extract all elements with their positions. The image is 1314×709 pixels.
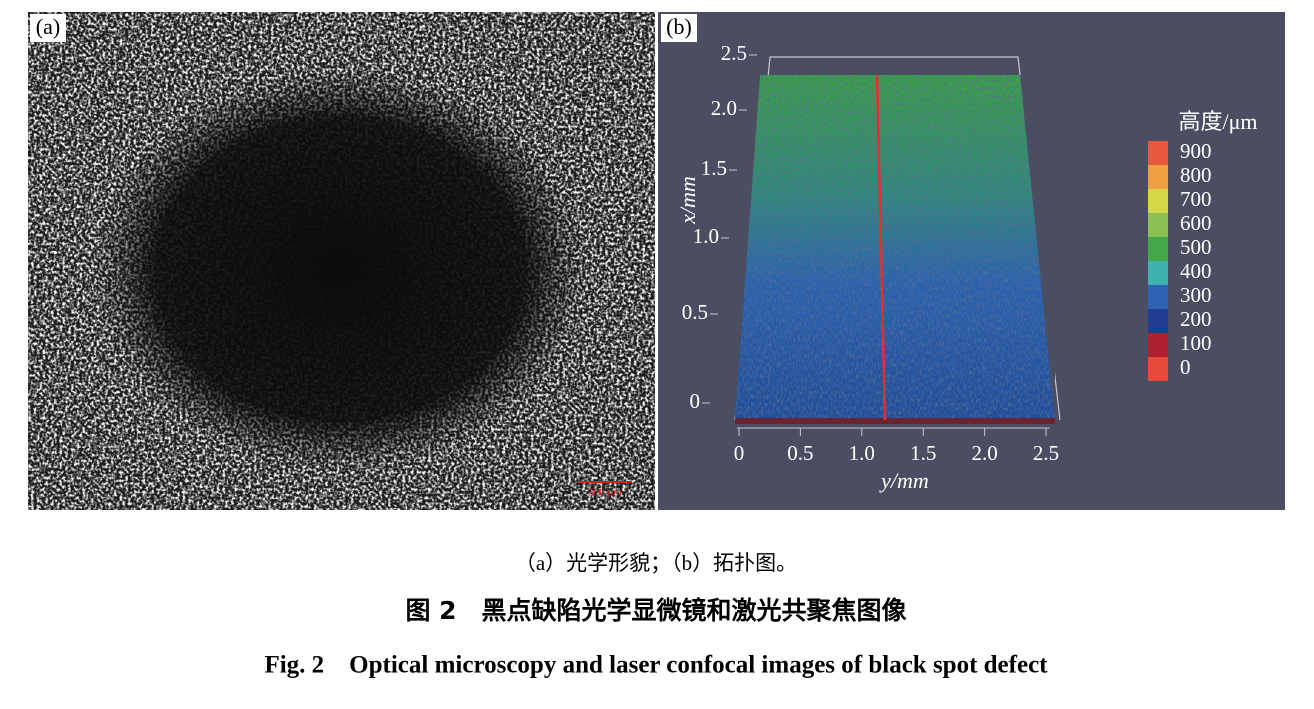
legend-swatch bbox=[1148, 189, 1168, 213]
legend-swatch bbox=[1148, 141, 1168, 165]
vertical-tick-label: 0 bbox=[690, 389, 701, 413]
horizontal-tick-label: 2.5 bbox=[1033, 441, 1059, 465]
legend-label: 900 bbox=[1180, 139, 1212, 163]
legend-swatch bbox=[1148, 165, 1168, 189]
label-box bbox=[30, 14, 66, 42]
legend-swatch bbox=[1148, 261, 1168, 285]
horizontal-tick-label: 0.5 bbox=[787, 441, 813, 465]
legend-label: 300 bbox=[1180, 283, 1212, 307]
surface-base bbox=[735, 418, 1055, 424]
label-box bbox=[661, 14, 697, 42]
legend-swatch bbox=[1148, 213, 1168, 237]
panel-label: (a) bbox=[36, 14, 60, 39]
vertical-tick-label: 2.5 bbox=[721, 41, 747, 65]
legend-label: 0 bbox=[1180, 355, 1191, 379]
legend-title: 高度/μm bbox=[1178, 109, 1257, 134]
legend-label: 400 bbox=[1180, 259, 1212, 283]
black-spot bbox=[95, 70, 585, 470]
legend-label: 700 bbox=[1180, 187, 1212, 211]
surface-texture bbox=[735, 75, 1055, 420]
profile-line bbox=[875, 74, 887, 421]
vertical-tick-label: 1.0 bbox=[693, 224, 719, 248]
vertical-tick-label: 0.5 bbox=[682, 300, 708, 324]
vertical-tick-label: 1.5 bbox=[701, 156, 727, 180]
horizontal-tick-label: 1.0 bbox=[849, 441, 875, 465]
sub-caption: （a）光学形貌；（b）拓扑图。 bbox=[515, 551, 797, 575]
legend-label: 200 bbox=[1180, 307, 1212, 331]
legend-swatch bbox=[1148, 357, 1168, 381]
scale-bar-label: 200 μm bbox=[588, 487, 622, 499]
legend-label: 100 bbox=[1180, 331, 1212, 355]
legend-swatch bbox=[1148, 285, 1168, 309]
horizontal-tick-label: 2.0 bbox=[971, 441, 997, 465]
legend-label: 800 bbox=[1180, 163, 1212, 187]
legend-swatch bbox=[1148, 237, 1168, 261]
horizontal-axis-label: y/mm bbox=[879, 468, 929, 493]
clip-right bbox=[1020, 75, 1055, 420]
panel-b: (b) x/mm y/mm 高度/μm 2.5 2.0 1.5 1.0 0.5 0 0 0.5… bbox=[658, 12, 1285, 510]
caption-cn: 图 2 黑点缺陷光学显微镜和激光共聚焦图像 bbox=[405, 596, 906, 625]
vertical-tick-label: 2.0 bbox=[711, 96, 737, 120]
panel-label: (b) bbox=[666, 14, 692, 39]
legend-label: 600 bbox=[1180, 211, 1212, 235]
horizontal-tick-label: 0 bbox=[734, 441, 745, 465]
texture bbox=[735, 75, 1055, 420]
legend-label: 500 bbox=[1180, 235, 1212, 259]
legend-swatch bbox=[1148, 333, 1168, 357]
vertical-axis-label: x/mm bbox=[675, 176, 700, 225]
clip-left bbox=[735, 75, 760, 420]
caption-en: Fig. 2 Optical microscopy and laser conf… bbox=[264, 652, 1048, 679]
panel-a: (a) 200 μm bbox=[28, 12, 655, 510]
legend-swatch bbox=[1148, 309, 1168, 333]
horizontal-tick-label: 1.5 bbox=[910, 441, 936, 465]
